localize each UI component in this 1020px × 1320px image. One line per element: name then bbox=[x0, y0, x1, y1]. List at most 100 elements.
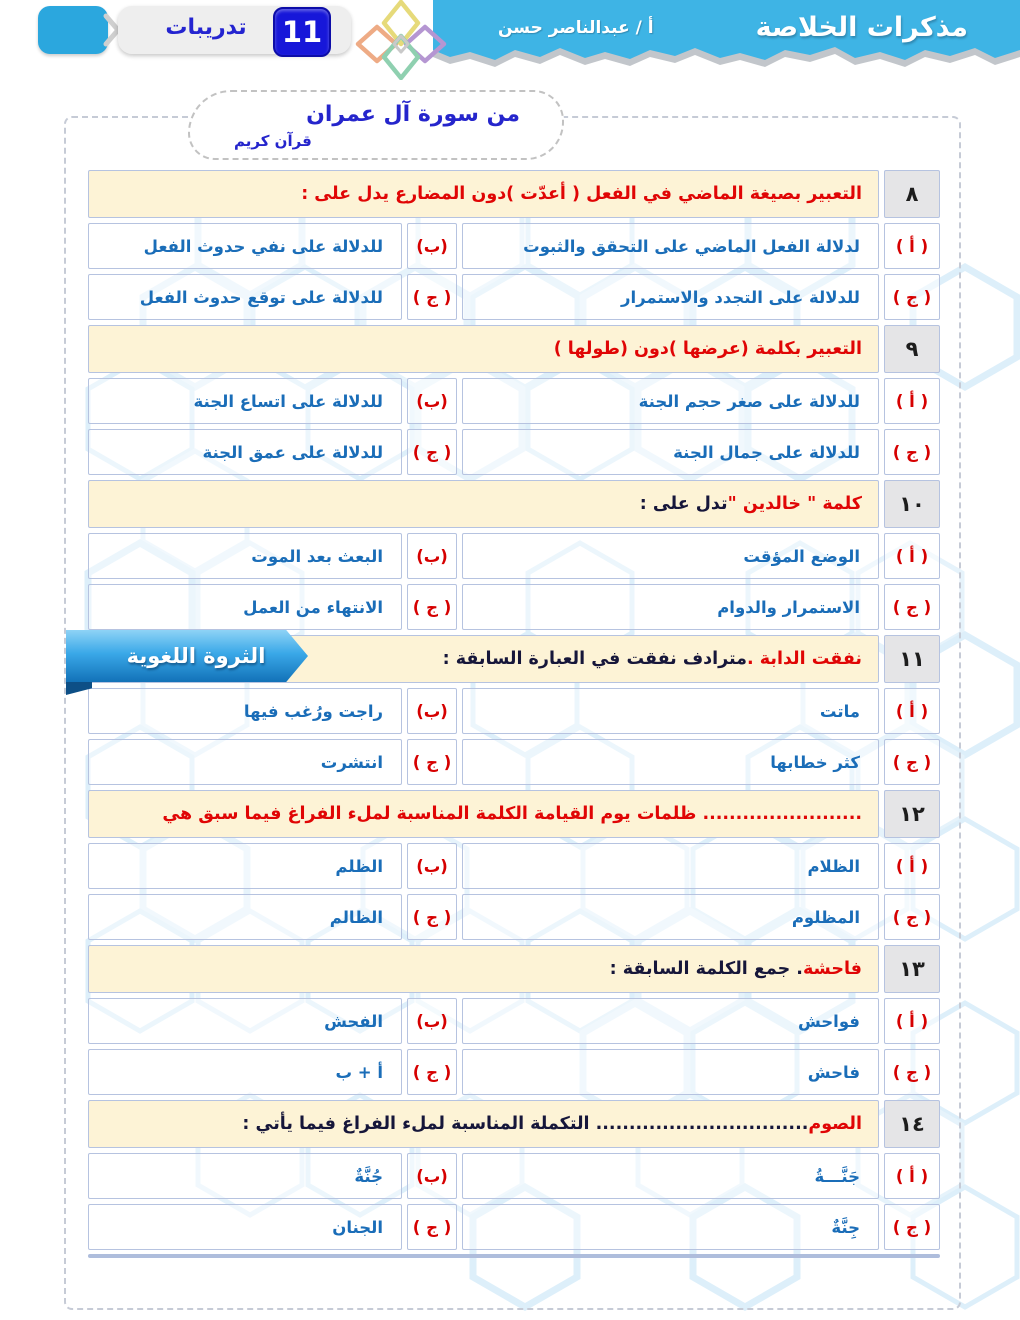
question-text-segment: فاحشة bbox=[802, 959, 862, 979]
hexagon-decoration bbox=[744, 906, 856, 1036]
question-text-segment: . جمع الكلمة السابقة : bbox=[609, 959, 803, 979]
question-text: الصوم ................................ ا… bbox=[88, 1100, 879, 1148]
question-header-row: ٨ التعبير بصيغة الماضي في الفعل ( أعدّت )… bbox=[88, 170, 940, 218]
option-letter: ( أ ) bbox=[884, 688, 940, 734]
hexagon-decoration bbox=[195, 908, 305, 1034]
question-block: ١٤ الصوم ................................… bbox=[88, 1100, 940, 1250]
question-text-segment: كلمة " خالدين " bbox=[727, 494, 862, 514]
option-text: للدلالة على توقع حدوث الفعل bbox=[88, 274, 403, 320]
option-text: للدلالة على عمق الجنة bbox=[88, 429, 403, 475]
option-letter: (ب) bbox=[407, 843, 458, 889]
question-number: ٩ bbox=[884, 325, 940, 373]
question-number: ١٣ bbox=[884, 945, 940, 993]
options-row: ( أ ) فواحش (ب) الفحش bbox=[88, 998, 940, 1044]
options-row: ( أ ) الوضع المؤقت (ب) البعث بعد الموت bbox=[88, 533, 940, 579]
question-header-row: ١٠ كلمة " خالدين " تدل على : bbox=[88, 480, 940, 528]
options-row: ( أ ) جَنَّـــةُ (ب) جُنَّةٌ bbox=[88, 1153, 940, 1199]
options-row: ( أ ) لدلالة الفعل الماضي على التحقق والث… bbox=[88, 223, 940, 269]
torn-edge-graphic bbox=[433, 0, 1020, 67]
option-text: الظلام bbox=[462, 843, 879, 889]
option-letter: ( أ ) bbox=[884, 378, 940, 424]
options-row: ( ج ) كثر خطابها( ج ) انتشرت bbox=[88, 739, 940, 785]
lesson-number: 11 bbox=[273, 7, 331, 57]
question-block: ٨ التعبير بصيغة الماضي في الفعل ( أعدّت )… bbox=[88, 170, 940, 320]
option-letter: ( ج ) bbox=[884, 1204, 940, 1250]
option-text: المظلوم bbox=[462, 894, 879, 940]
hexagon-decoration bbox=[525, 724, 635, 850]
option-text: فواحش bbox=[462, 998, 879, 1044]
table-bottom-edge bbox=[88, 1254, 940, 1258]
hexagon-decoration bbox=[525, 356, 635, 482]
options-row: ( ج ) جِنَّةٌ( ج ) الجنان bbox=[88, 1204, 940, 1250]
option-text: الوضع المؤقت bbox=[462, 533, 879, 579]
options-row: ( ج ) الاستمرار والدوام( ج ) الانتهاء من ا… bbox=[88, 584, 940, 630]
option-letter: ( ج ) bbox=[884, 739, 940, 785]
left-blue-tab bbox=[38, 6, 108, 54]
option-text: للدلالة على نفي حدوث الفعل bbox=[88, 223, 403, 269]
options-row: ( ج ) المظلوم( ج ) الظالم bbox=[88, 894, 940, 940]
options-row: ( ج ) للدلالة على التجدد والاستمرار( ج ) ل… bbox=[88, 274, 940, 320]
question-number: ٨ bbox=[884, 170, 940, 218]
hexagon-decoration bbox=[745, 724, 855, 850]
option-letter: (ب) bbox=[407, 688, 458, 734]
question-number: ١٠ bbox=[884, 480, 940, 528]
option-letter: ( أ ) bbox=[884, 1153, 940, 1199]
question-header-row: ٩ التعبير بكلمة (عرضها )دون (طولها ) bbox=[88, 325, 940, 373]
option-text: جُنَّةٌ bbox=[88, 1153, 403, 1199]
option-text: للدلالة على التجدد والاستمرار bbox=[462, 274, 879, 320]
hexagon-decoration bbox=[85, 908, 195, 1034]
option-letter: ( أ ) bbox=[884, 843, 940, 889]
option-text: راجت ورُغب فيها bbox=[88, 688, 403, 734]
question-text-segment: التعبير بصيغة الماضي في الفعل ( أعدّت )د… bbox=[301, 184, 862, 204]
question-text-segment: نفقت الدابة . bbox=[747, 649, 862, 669]
option-text: كثر خطابها bbox=[462, 739, 879, 785]
option-text: جِنَّةٌ bbox=[462, 1204, 879, 1250]
question-number: ١٤ bbox=[884, 1100, 940, 1148]
question-text: التعبير بكلمة (عرضها )دون (طولها ) bbox=[88, 325, 879, 373]
option-letter: ( ج ) bbox=[884, 429, 940, 475]
teacher-name: أ / عبدالناصر حسن bbox=[498, 18, 654, 38]
option-letter: (ب) bbox=[407, 533, 458, 579]
question-block: ١٠ كلمة " خالدين " تدل على : ( أ ) الوضع ال… bbox=[88, 480, 940, 630]
question-block: ٩ التعبير بكلمة (عرضها )دون (طولها ) ( أ )… bbox=[88, 325, 940, 475]
option-text: الانتهاء من العمل bbox=[88, 584, 403, 630]
top-banner bbox=[433, 0, 1020, 76]
booklet-title: مذكرات الخلاصة bbox=[755, 12, 968, 43]
question-text-segment: ................................ التكملة… bbox=[242, 1114, 809, 1134]
hexagon-decoration bbox=[250, 264, 360, 390]
option-text: للدلالة على جمال الجنة bbox=[462, 429, 879, 475]
option-letter: ( ج ) bbox=[407, 274, 458, 320]
option-text: الاستمرار والدوام bbox=[462, 584, 879, 630]
section-ribbon: الثروة اللغوية bbox=[66, 630, 308, 682]
option-text: أ + ب bbox=[88, 1049, 403, 1095]
option-text: فاحش bbox=[462, 1049, 879, 1095]
option-letter: (ب) bbox=[407, 1153, 458, 1199]
question-text-segment: الصوم bbox=[808, 1114, 862, 1134]
option-letter: ( ج ) bbox=[884, 1049, 940, 1095]
question-text-segment: تدل على : bbox=[639, 494, 728, 514]
hexagon-decoration bbox=[689, 1182, 801, 1312]
option-letter: ( ج ) bbox=[407, 894, 458, 940]
hexagon-decoration bbox=[634, 354, 746, 484]
option-text: للدلالة على اتساع الجنة bbox=[88, 378, 403, 424]
question-text: ........................ ظلمات يوم القيا… bbox=[88, 790, 879, 838]
option-text: ماتت bbox=[462, 688, 879, 734]
option-text: جَنَّـــةُ bbox=[462, 1153, 879, 1199]
lesson-badge: تدريبات 11 bbox=[118, 6, 351, 57]
surah-subtitle: قرآن كريم bbox=[234, 132, 312, 150]
surah-title: من سورة آل عمران bbox=[306, 102, 520, 127]
options-row: ( أ ) ماتت (ب) راجت ورُغب فيها bbox=[88, 688, 940, 734]
question-number: ١١ bbox=[884, 635, 940, 683]
question-text-segment: مترادف نفقت في العبارة السابقة : bbox=[442, 649, 748, 669]
option-letter: (ب) bbox=[407, 223, 458, 269]
option-text: لدلالة الفعل الماضي على التحقق والثبوت bbox=[462, 223, 879, 269]
lesson-label: تدريبات bbox=[165, 15, 247, 40]
hexagon-decoration bbox=[305, 908, 415, 1034]
option-text: الفحش bbox=[88, 998, 403, 1044]
option-letter: ( ج ) bbox=[407, 584, 458, 630]
question-text-segment: ........................ ظلمات يوم القيا… bbox=[162, 804, 862, 824]
question-text: فاحشة . جمع الكلمة السابقة : bbox=[88, 945, 879, 993]
question-text-segment: التعبير بكلمة (عرضها )دون (طولها ) bbox=[553, 339, 862, 359]
options-row: ( أ ) للدلالة على صغر حجم الجنة (ب) للدلالة… bbox=[88, 378, 940, 424]
